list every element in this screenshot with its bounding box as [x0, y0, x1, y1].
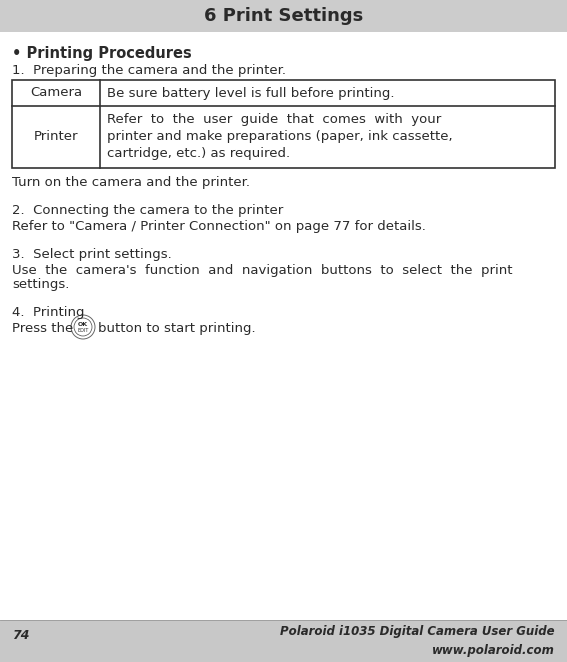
Text: Polaroid i1035 Digital Camera User Guide: Polaroid i1035 Digital Camera User Guide: [280, 626, 555, 638]
Text: Refer  to  the  user  guide  that  comes  with  your
printer and make preparatio: Refer to the user guide that comes with …: [107, 113, 452, 160]
Bar: [12, 80, 555, 168]
Text: Be sure battery level is full before printing.: Be sure battery level is full before pri…: [107, 87, 395, 99]
Text: www.polaroid.com: www.polaroid.com: [432, 643, 555, 657]
Text: 6 Print Settings: 6 Print Settings: [204, 7, 363, 25]
Text: EDIT: EDIT: [77, 328, 88, 332]
Text: Printer: Printer: [34, 130, 78, 144]
Text: 4.  Printing: 4. Printing: [12, 306, 84, 319]
Text: Refer to "Camera / Printer Connection" on page 77 for details.: Refer to "Camera / Printer Connection" o…: [12, 220, 426, 233]
Text: Use  the  camera's  function  and  navigation  buttons  to  select  the  print: Use the camera's function and navigation…: [12, 264, 513, 277]
Text: • Printing Procedures: • Printing Procedures: [12, 46, 192, 61]
Text: Camera: Camera: [30, 87, 82, 99]
Bar: [0, 620, 567, 662]
Text: Turn on the camera and the printer.: Turn on the camera and the printer.: [12, 176, 250, 189]
Bar: [0, 0, 567, 32]
Text: 74: 74: [12, 630, 29, 642]
Text: 3.  Select print settings.: 3. Select print settings.: [12, 248, 172, 261]
Text: settings.: settings.: [12, 278, 69, 291]
Text: Press the: Press the: [12, 322, 73, 335]
Text: button to start printing.: button to start printing.: [98, 322, 256, 335]
Text: OK: OK: [78, 322, 88, 327]
Text: 1.  Preparing the camera and the printer.: 1. Preparing the camera and the printer.: [12, 64, 286, 77]
Text: 2.  Connecting the camera to the printer: 2. Connecting the camera to the printer: [12, 204, 284, 217]
